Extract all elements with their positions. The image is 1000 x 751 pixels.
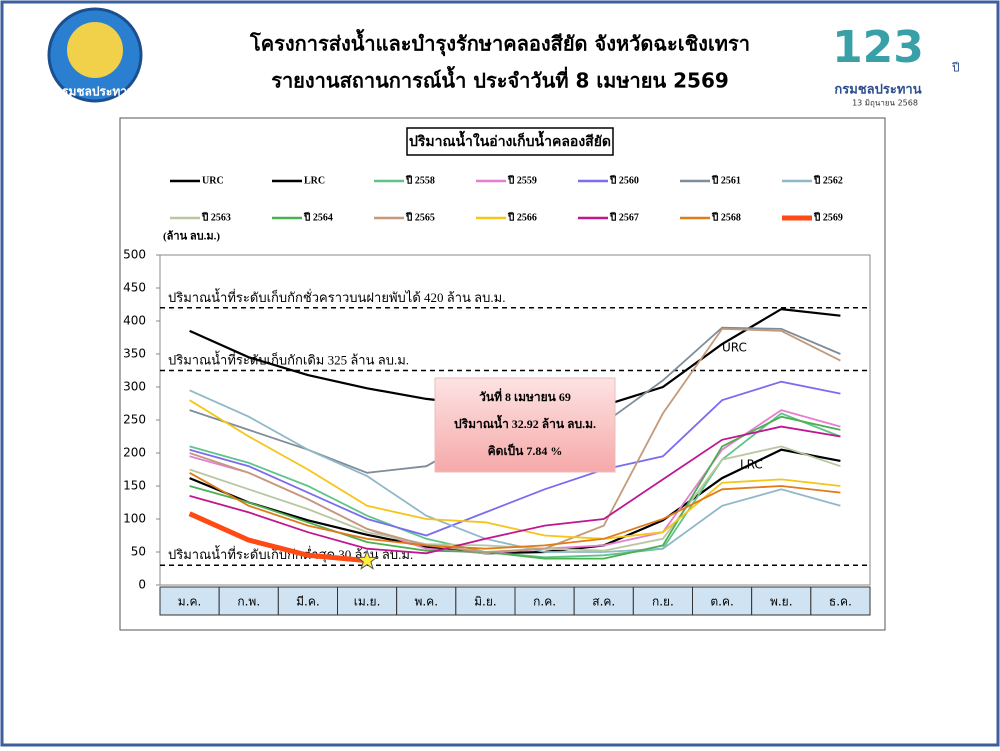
y-axis-label: (ล้าน ลบ.ม.): [163, 230, 220, 243]
x-tick-label: ธ.ค.: [829, 595, 852, 609]
legend-label: ปี 2565: [405, 211, 434, 223]
right-logo-text: กรมชลประทาน: [834, 83, 921, 98]
y-tick-label: 450: [123, 281, 146, 295]
series-line: [189, 448, 841, 555]
y-tick-label: 100: [123, 512, 146, 526]
legend-label: ปี 2568: [711, 211, 740, 223]
annotation-line: คิดเป็น 7.84 %: [488, 443, 563, 458]
legend-label: LRC: [304, 175, 325, 186]
x-tick-label: ส.ค.: [592, 595, 615, 609]
y-tick-label: 50: [131, 545, 146, 559]
x-tick-label: ม.ค.: [178, 595, 202, 609]
y-tick-label: 250: [123, 413, 146, 427]
series-line: [189, 399, 841, 540]
month-cell: [810, 586, 871, 616]
series-line: [188, 511, 368, 564]
month-cell: [455, 586, 516, 616]
series-line: [189, 389, 841, 553]
month-cell: [514, 586, 575, 616]
annotation-line: ปริมาณน้ำ 32.92 ล้าน ลบ.ม.: [454, 414, 596, 431]
legend-label: ปี 2569: [813, 211, 842, 223]
month-cell: [159, 586, 220, 616]
reference-label: ปริมาณน้ำที่ระดับเก็บกักต่ำสุด 30 ล้าน ล…: [168, 545, 413, 563]
month-cell: [277, 586, 339, 616]
y-tick-label: 300: [123, 380, 146, 394]
right-logo-number: 123: [832, 22, 924, 73]
y-tick-label: 350: [123, 347, 146, 361]
header-title: โครงการส่งน้ำและบำรุงรักษาคลองสียัด จังห…: [249, 29, 750, 57]
legend-label: ปี 2566: [507, 211, 536, 223]
x-tick-label: เม.ย.: [354, 595, 381, 609]
x-tick-label: ก.ย.: [652, 595, 674, 609]
header-subtitle: รายงานสถานการณ์น้ำ ประจำวันที่ 8 เมษายน …: [271, 66, 729, 93]
right-logo-date: 13 มิถุนายน 2568: [852, 99, 918, 108]
y-tick-label: 200: [123, 446, 146, 460]
legend-label: ปี 2564: [303, 211, 332, 223]
legend-label: ปี 2558: [405, 174, 434, 186]
month-cell: [573, 586, 634, 616]
x-tick-label: ก.ค.: [533, 595, 556, 609]
x-tick-label: มี.ค.: [296, 595, 320, 609]
y-tick-label: 400: [123, 314, 146, 328]
x-tick-label: ก.พ.: [237, 595, 260, 609]
series-line: [189, 425, 841, 555]
legend-label: ปี 2560: [609, 174, 638, 186]
x-tick-label: ต.ค.: [710, 595, 733, 609]
month-cell: [396, 586, 457, 616]
series-label: URC: [722, 341, 747, 355]
annotation-line: วันที่ 8 เมษายน 69: [479, 388, 571, 404]
month-cell: [632, 586, 693, 616]
x-tick-label: พ.ย.: [770, 595, 793, 609]
legend-label: ปี 2567: [609, 211, 638, 223]
legend-label: ปี 2559: [507, 174, 536, 186]
left-logo-text: กรมชลประทาน: [55, 85, 136, 99]
legend-label: ปี 2561: [711, 174, 740, 186]
y-tick-label: 0: [138, 578, 146, 592]
series-line: [189, 380, 841, 537]
y-tick-label: 150: [123, 479, 146, 493]
month-cell: [337, 586, 398, 616]
x-tick-label: มิ.ย.: [474, 595, 497, 609]
chart-title-box: [406, 127, 614, 156]
legend-label: ปี 2563: [201, 211, 230, 223]
series-label: LRC: [740, 458, 763, 472]
right-logo-suffix: ปี: [951, 61, 959, 75]
series-line: [189, 472, 841, 550]
legend-label: URC: [202, 175, 224, 186]
y-tick-label: 500: [123, 248, 146, 262]
reference-label: ปริมาณน้ำที่ระดับเก็บกักเดิม 325 ล้าน ลบ…: [168, 350, 409, 367]
month-cell: [692, 586, 753, 616]
chart-title: ปริมาณน้ำในอ่างเก็บน้ำคลองสียัด: [409, 130, 611, 150]
reference-label: ปริมาณน้ำที่ระดับเก็บกักชั่วคราวบนฝายพับ…: [168, 288, 505, 305]
series-line: [189, 327, 841, 553]
series-line: [189, 415, 841, 560]
month-cell: [751, 586, 812, 616]
left-logo-emblem: [67, 22, 123, 78]
annotation-box: [434, 377, 616, 473]
x-tick-label: พ.ค.: [414, 595, 438, 609]
legend-label: ปี 2562: [813, 174, 842, 186]
current-marker: [356, 549, 379, 570]
